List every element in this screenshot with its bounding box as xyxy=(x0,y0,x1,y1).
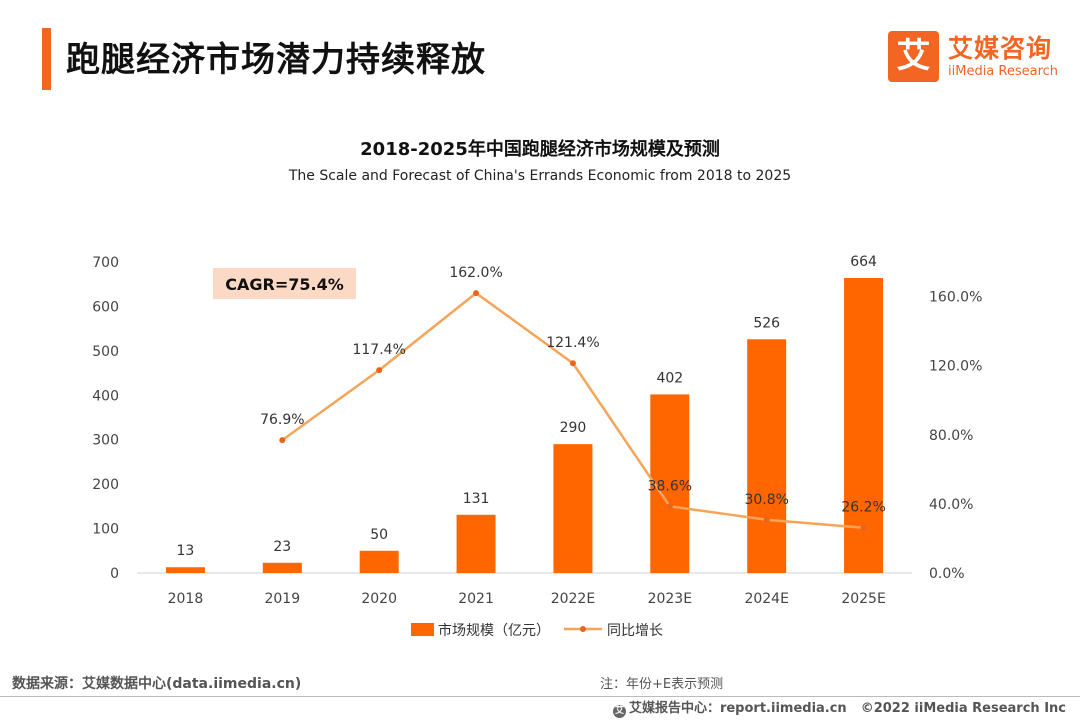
bar-value-label: 50 xyxy=(370,527,388,543)
report-center-link[interactable]: 艾媒报告中心：report.iimedia.cn xyxy=(628,701,847,716)
growth-point xyxy=(569,360,576,367)
footer-divider xyxy=(0,696,1080,697)
bar-value-label: 402 xyxy=(656,370,683,386)
copyright: ©2022 iiMedia Research Inc xyxy=(860,701,1066,716)
x-tick-label: 2022E xyxy=(551,591,595,607)
y-left-tick-label: 300 xyxy=(92,433,119,449)
growth-value-label: 38.6% xyxy=(648,478,692,494)
y-right-tick-label: 120.0% xyxy=(929,359,982,375)
growth-point xyxy=(763,516,770,523)
bar xyxy=(747,339,787,573)
y-left-tick-label: 600 xyxy=(92,299,119,315)
growth-value-label: 117.4% xyxy=(352,342,405,358)
x-tick-label: 2025E xyxy=(841,591,885,607)
x-tick-label: 2020 xyxy=(361,591,397,607)
growth-value-label: 26.2% xyxy=(841,500,885,516)
chart-subtitle: The Scale and Forecast of China's Errand… xyxy=(288,168,792,184)
growth-value-label: 162.0% xyxy=(449,265,502,281)
y-left-tick-label: 400 xyxy=(92,388,119,404)
bar-value-label: 664 xyxy=(850,254,877,270)
x-tick-label: 2024E xyxy=(744,591,788,607)
bar xyxy=(650,394,690,573)
legend-line-marker xyxy=(580,626,586,632)
growth-point xyxy=(376,367,383,374)
y-left-tick-label: 500 xyxy=(92,344,119,360)
y-left-tick-label: 0 xyxy=(110,566,119,582)
bar-value-label: 290 xyxy=(560,420,587,436)
growth-value-label: 30.8% xyxy=(744,492,788,508)
footer-credits: 艾艾媒报告中心：report.iimedia.cn ©2022 iiMedia R… xyxy=(612,697,1066,718)
growth-point xyxy=(473,290,480,297)
growth-point xyxy=(279,437,286,444)
brand-logo: 艾 艾媒咨询 iiMedia Research xyxy=(888,31,1064,85)
bar xyxy=(165,567,205,573)
x-tick-label: 2023E xyxy=(648,591,692,607)
x-tick-label: 2019 xyxy=(264,591,300,607)
data-source: 数据来源：艾媒数据中心(data.iimedia.cn) xyxy=(12,676,302,692)
bar xyxy=(553,444,593,573)
title-accent-bar xyxy=(42,28,51,90)
x-tick-label: 2018 xyxy=(168,591,204,607)
growth-point xyxy=(860,524,867,531)
y-right-tick-label: 80.0% xyxy=(929,428,973,444)
chart-canvas: 0 100 200 300 400 500 600 700 0.0% 40.0% 80.0% 120.… xyxy=(92,254,982,639)
chart-title: 2018-2025年中国跑腿经济市场规模及预测 xyxy=(360,139,720,160)
forecast-note: 注：年份+E表示预测 xyxy=(600,677,724,692)
y-right-tick-label: 0.0% xyxy=(929,566,965,582)
bar-value-label: 526 xyxy=(753,315,780,331)
bar xyxy=(359,550,399,573)
bar xyxy=(844,277,884,573)
cagr-badge xyxy=(213,268,356,299)
logo-mark: 艾 xyxy=(888,31,939,82)
y-left-tick-label: 100 xyxy=(92,522,119,538)
bar xyxy=(456,514,496,573)
bar-value-label: 23 xyxy=(273,539,291,555)
y-right-tick-label: 160.0% xyxy=(929,290,982,306)
growth-point xyxy=(666,503,673,510)
page-title: 跑腿经济市场潜力持续释放 xyxy=(66,40,486,80)
bar-value-label: 131 xyxy=(463,491,490,507)
report-center-icon: 艾 xyxy=(612,705,626,718)
y-right-tick-label: 40.0% xyxy=(929,497,973,513)
cagr-label: CAGR=75.4% xyxy=(225,275,344,294)
bar-value-label: 13 xyxy=(177,543,195,559)
growth-value-label: 121.4% xyxy=(546,335,599,351)
legend-bar-swatch xyxy=(411,623,434,636)
legend-bar-label: 市场规模（亿元） xyxy=(438,622,550,639)
y-left-tick-label: 700 xyxy=(92,255,119,271)
growth-value-label: 76.9% xyxy=(260,412,304,428)
legend-line-label: 同比增长 xyxy=(607,623,663,639)
logo-text-en: iiMedia Research xyxy=(948,64,1059,79)
bar xyxy=(262,562,302,573)
y-left-tick-label: 200 xyxy=(92,477,119,493)
x-tick-label: 2021 xyxy=(458,591,494,607)
logo-text-cn: 艾媒咨询 xyxy=(948,34,1053,63)
